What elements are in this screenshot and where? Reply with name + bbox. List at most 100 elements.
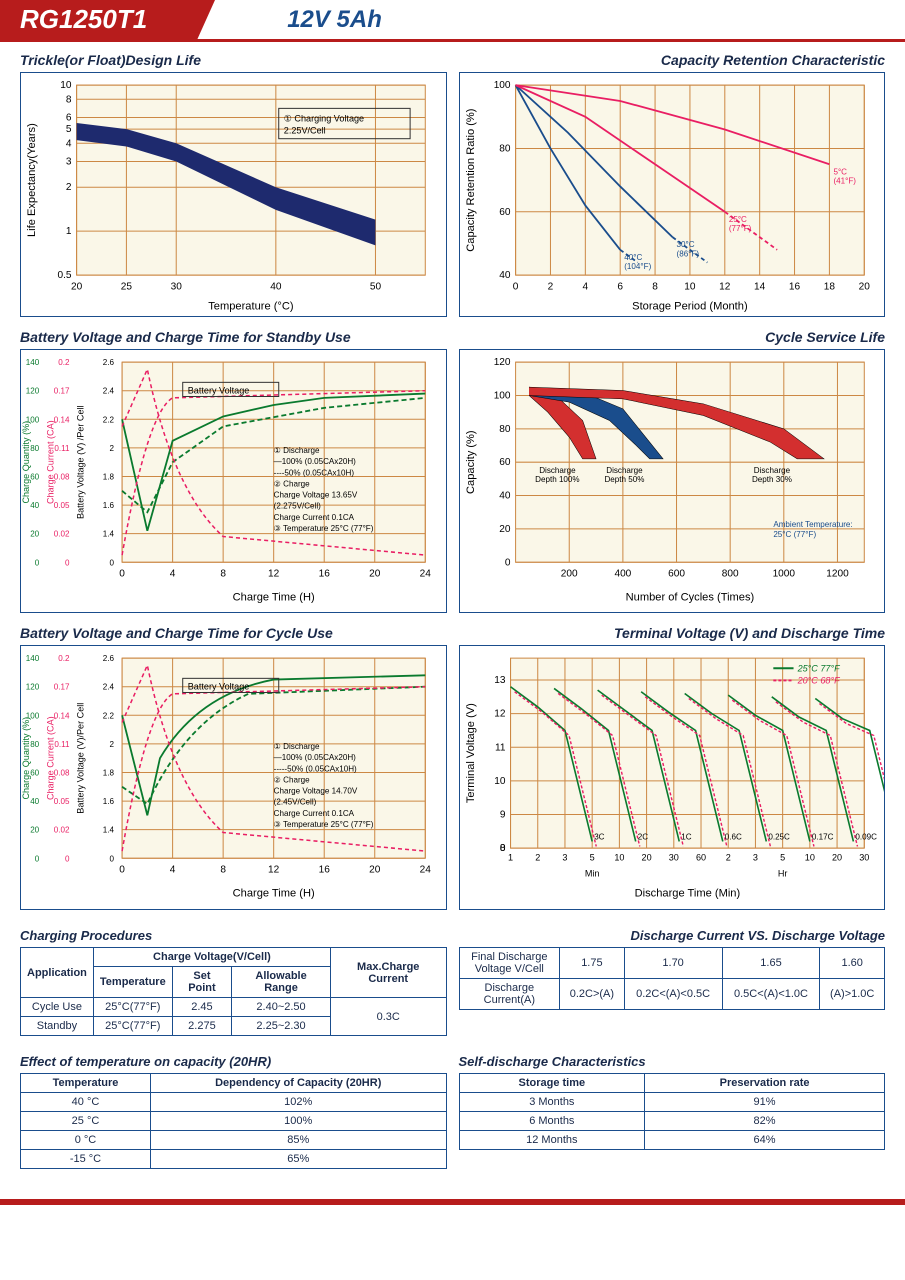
model-badge: RG1250T1 (0, 0, 197, 39)
svg-text:1.6: 1.6 (103, 797, 115, 806)
svg-text:0: 0 (119, 568, 125, 579)
table-self-discharge: Self-discharge Characteristics Storage t… (459, 1048, 886, 1169)
svg-text:1C: 1C (681, 833, 691, 842)
footer-bar (0, 1199, 905, 1205)
svg-text:30°C: 30°C (676, 240, 694, 249)
chart-cycle-charge: Battery Voltage and Charge Time for Cycl… (20, 625, 447, 910)
svg-text:30: 30 (668, 853, 678, 863)
svg-text:40: 40 (30, 797, 39, 806)
svg-text:Min: Min (584, 869, 599, 879)
chart-capacity-retention: Capacity Retention Characteristic 024681… (459, 52, 886, 317)
svg-text:Depth 30%: Depth 30% (751, 475, 791, 484)
svg-text:0: 0 (35, 855, 40, 864)
svg-text:60: 60 (499, 207, 511, 218)
table-discharge-current: Discharge Current VS. Discharge Voltage … (459, 922, 886, 1036)
svg-text:1.4: 1.4 (103, 826, 115, 835)
svg-text:4: 4 (170, 568, 176, 579)
svg-text:5°C: 5°C (833, 167, 847, 176)
svg-text:80: 80 (499, 143, 511, 154)
svg-text:③ Temperature 25°C (77°F): ③ Temperature 25°C (77°F) (274, 820, 374, 829)
svg-text:14: 14 (754, 281, 766, 292)
svg-text:8: 8 (220, 568, 226, 579)
svg-text:Discharge: Discharge (606, 466, 643, 475)
svg-text:0: 0 (499, 844, 505, 855)
svg-text:Number of Cycles (Times): Number of Cycles (Times) (625, 591, 754, 603)
svg-text:(77°F): (77°F) (728, 224, 751, 233)
svg-text:2: 2 (109, 443, 114, 452)
svg-text:12: 12 (719, 281, 731, 292)
table-charging-procedures: Charging Procedures ApplicationCharge Vo… (20, 922, 447, 1036)
table-temp-capacity: Effect of temperature on capacity (20HR)… (20, 1048, 447, 1169)
svg-text:0.17: 0.17 (54, 683, 70, 692)
svg-text:120: 120 (26, 683, 40, 692)
svg-text:1.8: 1.8 (103, 472, 115, 481)
svg-text:0.05: 0.05 (54, 501, 70, 510)
svg-text:2.6: 2.6 (103, 358, 115, 367)
svg-text:② Charge: ② Charge (274, 479, 310, 488)
svg-text:25°C: 25°C (728, 215, 746, 224)
svg-text:Charge Time (H): Charge Time (H) (233, 888, 315, 900)
svg-text:Charge Quantity (%): Charge Quantity (%) (21, 420, 31, 503)
svg-text:Charge Voltage 14.70V: Charge Voltage 14.70V (274, 787, 358, 796)
chart-trickle-life: Trickle(or Float)Design Life 20253040500… (20, 52, 447, 317)
svg-text:Depth 50%: Depth 50% (604, 475, 644, 484)
svg-text:3: 3 (562, 853, 567, 863)
svg-text:0.6C: 0.6C (724, 833, 741, 842)
svg-text:2: 2 (109, 740, 114, 749)
svg-text:Charge Voltage 13.65V: Charge Voltage 13.65V (274, 490, 358, 499)
svg-text:140: 140 (26, 655, 40, 664)
svg-text:(104°F): (104°F) (624, 262, 651, 271)
svg-text:13: 13 (494, 675, 506, 686)
svg-text:40: 40 (30, 501, 39, 510)
svg-text:4: 4 (582, 281, 588, 292)
svg-text:80: 80 (30, 740, 39, 749)
svg-text:40: 40 (499, 270, 511, 281)
svg-text:Ambient Temperature:: Ambient Temperature: (773, 519, 852, 528)
svg-text:2.6: 2.6 (103, 655, 115, 664)
svg-text:① Charging Voltage: ① Charging Voltage (284, 114, 364, 124)
svg-text:11: 11 (495, 743, 506, 754)
svg-text:6: 6 (617, 281, 623, 292)
svg-text:16: 16 (788, 281, 800, 292)
svg-text:10: 10 (614, 853, 624, 863)
svg-text:5: 5 (780, 853, 785, 863)
svg-text:10: 10 (494, 776, 506, 787)
svg-text:(41°F): (41°F) (833, 177, 856, 186)
svg-text:0: 0 (504, 557, 510, 568)
svg-text:0.25C: 0.25C (768, 833, 790, 842)
svg-text:2.4: 2.4 (103, 683, 115, 692)
svg-text:1.4: 1.4 (103, 529, 115, 538)
svg-text:20: 20 (71, 281, 83, 292)
svg-text:20°C 68°F: 20°C 68°F (796, 676, 840, 686)
svg-text:9: 9 (499, 810, 505, 821)
svg-text:600: 600 (668, 568, 685, 579)
svg-text:Discharge: Discharge (753, 466, 790, 475)
svg-text:16: 16 (319, 865, 331, 876)
svg-text:50: 50 (370, 281, 382, 292)
svg-text:1.8: 1.8 (103, 769, 115, 778)
svg-text:2.2: 2.2 (103, 415, 115, 424)
svg-text:1: 1 (508, 853, 513, 863)
svg-text:1000: 1000 (772, 568, 795, 579)
svg-text:----50% (0.05CAx10H): ----50% (0.05CAx10H) (274, 468, 355, 477)
svg-text:Battery Voltage (V) /Per Cell: Battery Voltage (V) /Per Cell (76, 405, 86, 519)
svg-text:30: 30 (171, 281, 183, 292)
svg-text:10: 10 (804, 853, 814, 863)
svg-text:0.08: 0.08 (54, 769, 70, 778)
svg-text:12: 12 (494, 709, 506, 720)
svg-text:0.2: 0.2 (58, 655, 70, 664)
svg-text:60: 60 (499, 457, 511, 468)
svg-text:2.25V/Cell: 2.25V/Cell (284, 126, 326, 136)
svg-text:Discharge: Discharge (539, 466, 576, 475)
svg-text:(2.275V/Cell): (2.275V/Cell) (274, 501, 321, 510)
svg-text:0.02: 0.02 (54, 826, 70, 835)
svg-text:100: 100 (493, 390, 510, 401)
svg-text:120: 120 (493, 357, 510, 368)
svg-text:0: 0 (65, 855, 70, 864)
svg-text:80: 80 (30, 443, 39, 452)
svg-text:2C: 2C (637, 833, 647, 842)
svg-text:800: 800 (721, 568, 738, 579)
svg-text:① Discharge: ① Discharge (274, 446, 320, 455)
svg-text:Charge Current 0.1CA: Charge Current 0.1CA (274, 809, 355, 818)
svg-text:Temperature (°C): Temperature (°C) (208, 300, 294, 312)
